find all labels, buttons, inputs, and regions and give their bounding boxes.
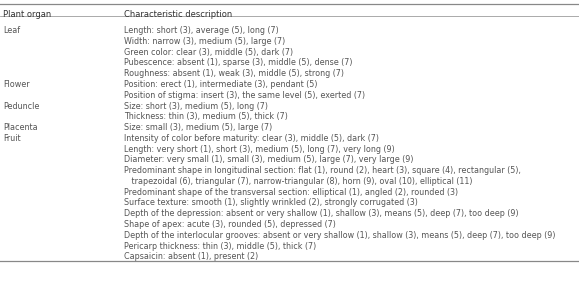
Text: Flower: Flower: [3, 80, 30, 89]
Text: Length: short (3), average (5), long (7): Length: short (3), average (5), long (7): [124, 26, 279, 35]
Text: Green color: clear (3), middle (5), dark (7): Green color: clear (3), middle (5), dark…: [124, 48, 294, 57]
Text: Depth of the interlocular grooves: absent or very shallow (1), shallow (3), mean: Depth of the interlocular grooves: absen…: [124, 231, 556, 240]
Text: Predominant shape of the transversal section: elliptical (1), angled (2), rounde: Predominant shape of the transversal sec…: [124, 188, 459, 197]
Text: Length: very short (1), short (3), medium (5), long (7), very long (9): Length: very short (1), short (3), mediu…: [124, 145, 395, 154]
Text: Pericarp thickness: thin (3), middle (5), thick (7): Pericarp thickness: thin (3), middle (5)…: [124, 242, 317, 251]
Text: Capsaicin: absent (1), present (2): Capsaicin: absent (1), present (2): [124, 252, 259, 261]
Text: Fruit: Fruit: [3, 134, 20, 143]
Text: Position: erect (1), intermediate (3), pendant (5): Position: erect (1), intermediate (3), p…: [124, 80, 318, 89]
Text: Intensity of color before maturity: clear (3), middle (5), dark (7): Intensity of color before maturity: clea…: [124, 134, 379, 143]
Text: Pubescence: absent (1), sparse (3), middle (5), dense (7): Pubescence: absent (1), sparse (3), midd…: [124, 58, 353, 68]
Text: Shape of apex: acute (3), rounded (5), depressed (7): Shape of apex: acute (3), rounded (5), d…: [124, 220, 336, 229]
Text: Leaf: Leaf: [3, 26, 20, 35]
Text: Plant organ: Plant organ: [3, 10, 51, 19]
Text: Position of stigma: insert (3), the same level (5), exerted (7): Position of stigma: insert (3), the same…: [124, 91, 365, 100]
Text: trapezoidal (6), triangular (7), narrow-triangular (8), horn (9), oval (10), ell: trapezoidal (6), triangular (7), narrow-…: [124, 177, 473, 186]
Text: Predominant shape in longitudinal section: flat (1), round (2), heart (3), squar: Predominant shape in longitudinal sectio…: [124, 166, 521, 175]
Text: Peduncle: Peduncle: [3, 102, 39, 111]
Text: Diameter: very small (1), small (3), medium (5), large (7), very large (9): Diameter: very small (1), small (3), med…: [124, 155, 414, 164]
Text: Characteristic description: Characteristic description: [124, 10, 233, 19]
Text: Thickness: thin (3), medium (5), thick (7): Thickness: thin (3), medium (5), thick (…: [124, 112, 288, 121]
Text: Placenta: Placenta: [3, 123, 38, 132]
Text: Width: narrow (3), medium (5), large (7): Width: narrow (3), medium (5), large (7): [124, 37, 285, 46]
Text: Size: short (3), medium (5), long (7): Size: short (3), medium (5), long (7): [124, 102, 269, 111]
Text: Size: small (3), medium (5), large (7): Size: small (3), medium (5), large (7): [124, 123, 273, 132]
Text: Depth of the depression: absent or very shallow (1), shallow (3), means (5), dee: Depth of the depression: absent or very …: [124, 209, 519, 218]
Text: Roughness: absent (1), weak (3), middle (5), strong (7): Roughness: absent (1), weak (3), middle …: [124, 69, 345, 78]
Text: Surface texture: smooth (1), slightly wrinkled (2), strongly corrugated (3): Surface texture: smooth (1), slightly wr…: [124, 198, 419, 207]
